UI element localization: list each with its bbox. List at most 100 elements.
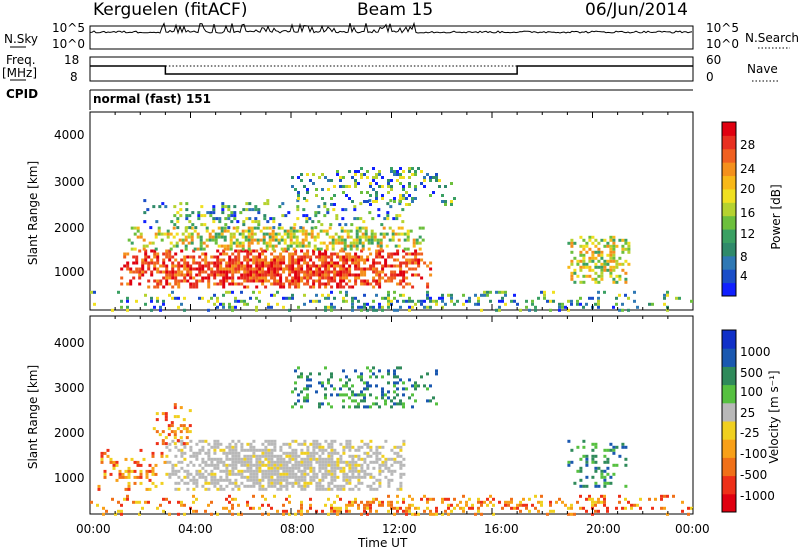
data-cell (240, 273, 244, 277)
data-cell (406, 247, 410, 251)
data-cell (173, 223, 177, 227)
data-cell (435, 402, 438, 406)
data-cell (333, 194, 336, 197)
data-cell (237, 255, 241, 259)
data-cell (236, 226, 240, 230)
data-cell (138, 512, 141, 516)
xtick-0000: 00:00 (76, 522, 111, 536)
data-cell (333, 267, 337, 271)
data-cell (420, 276, 424, 280)
data-cell (379, 232, 383, 236)
data-cell (396, 494, 399, 498)
data-cell (303, 442, 307, 446)
data-cell (297, 463, 301, 467)
data-cell (235, 241, 239, 245)
power-colorbar-segment (722, 148, 736, 163)
data-cell (342, 249, 346, 253)
data-cell (303, 252, 307, 256)
data-cell (375, 176, 378, 179)
data-cell (441, 512, 444, 516)
data-cell (435, 506, 438, 510)
data-cell (188, 226, 192, 230)
data-cell (177, 305, 180, 309)
data-cell (294, 478, 298, 482)
data-cell (243, 457, 247, 461)
data-cell (387, 302, 390, 306)
data-cell (313, 247, 317, 251)
data-cell (147, 285, 151, 289)
data-cell (303, 484, 307, 488)
data-cell (279, 472, 283, 476)
data-cell (231, 463, 235, 467)
data-cell (429, 305, 432, 309)
data-cell (678, 296, 681, 300)
data-cell (354, 267, 358, 271)
data-cell (415, 241, 419, 245)
data-cell (204, 475, 208, 479)
data-cell (126, 296, 129, 300)
data-cell (255, 475, 259, 479)
data-cell (201, 445, 205, 449)
data-cell (415, 238, 419, 242)
data-cell (213, 457, 217, 461)
data-cell (234, 451, 238, 455)
data-cell (318, 282, 322, 286)
data-cell (333, 439, 337, 443)
data-cell (349, 235, 353, 239)
data-cell (621, 445, 625, 449)
data-cell (375, 173, 378, 176)
data-cell (426, 290, 429, 294)
data-cell (185, 226, 189, 230)
data-cell (364, 235, 368, 239)
data-cell (158, 205, 162, 209)
data-cell (603, 497, 606, 501)
data-cell (624, 484, 628, 488)
data-cell (222, 448, 226, 452)
data-cell (185, 217, 189, 221)
data-cell (321, 255, 325, 259)
data-cell (255, 279, 259, 283)
data-cell (336, 261, 340, 265)
data-cell (288, 500, 291, 504)
data-cell (291, 405, 294, 409)
data-cell (304, 235, 308, 239)
data-cell (189, 267, 193, 271)
data-cell (286, 232, 290, 236)
data-cell (303, 270, 307, 274)
data-cell (222, 279, 226, 283)
data-cell (375, 509, 378, 513)
data-cell (486, 497, 489, 501)
data-cell (165, 270, 169, 274)
data-cell (660, 494, 663, 498)
data-cell (192, 454, 196, 458)
data-cell (573, 256, 577, 260)
data-cell (202, 241, 206, 245)
data-cell (315, 475, 319, 479)
data-cell (591, 454, 595, 458)
data-cell (162, 261, 166, 265)
data-cell (369, 252, 373, 256)
data-cell (432, 176, 435, 179)
data-cell (250, 232, 254, 236)
data-cell (164, 436, 168, 440)
data-cell (369, 509, 372, 513)
data-cell (268, 238, 272, 242)
data-cell (342, 299, 345, 303)
data-cell (354, 182, 357, 185)
data-cell (264, 264, 268, 268)
data-cell (612, 259, 616, 263)
data-cell (621, 238, 625, 242)
data-cell (228, 302, 231, 306)
data-cell (237, 249, 241, 253)
data-cell (327, 512, 330, 516)
data-cell (294, 460, 298, 464)
data-cell (393, 396, 396, 400)
data-cell (303, 258, 307, 262)
data-cell (399, 167, 402, 170)
data-cell (291, 472, 295, 476)
data-cell (609, 271, 613, 275)
data-cell (594, 481, 598, 485)
data-cell (387, 372, 390, 376)
data-cell (306, 387, 309, 391)
data-cell (159, 305, 162, 309)
